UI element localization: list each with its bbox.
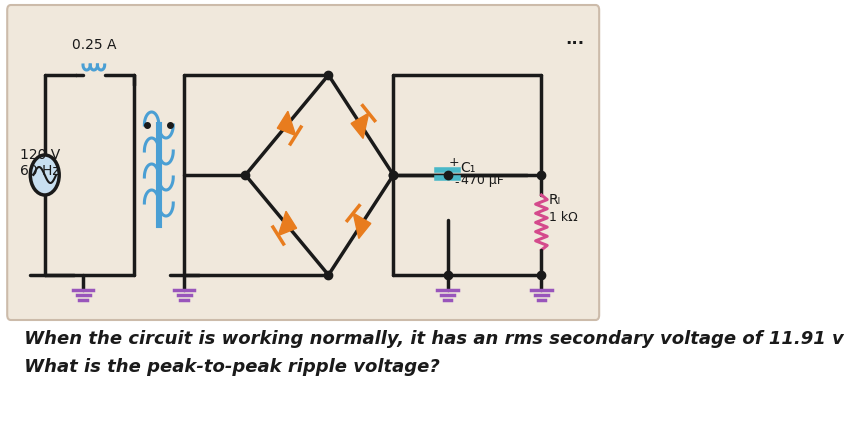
Text: Rₗ: Rₗ bbox=[548, 193, 560, 207]
Text: ...: ... bbox=[565, 30, 584, 48]
Text: 1 kΩ: 1 kΩ bbox=[548, 210, 576, 224]
Text: C₁: C₁ bbox=[460, 161, 475, 175]
Text: When the circuit is working normally, it has an rms secondary voltage of 11.91 v: When the circuit is working normally, it… bbox=[18, 330, 844, 348]
Text: +: + bbox=[448, 156, 458, 170]
Text: 0.25 A: 0.25 A bbox=[72, 38, 116, 52]
Polygon shape bbox=[277, 111, 295, 136]
Text: 120 V
60 Hz: 120 V 60 Hz bbox=[20, 148, 61, 178]
Text: -: - bbox=[454, 176, 458, 190]
Polygon shape bbox=[353, 213, 371, 238]
FancyBboxPatch shape bbox=[8, 5, 598, 320]
Text: What is the peak-to-peak ripple voltage?: What is the peak-to-peak ripple voltage? bbox=[18, 358, 440, 376]
Polygon shape bbox=[350, 113, 368, 139]
Text: 470 μF: 470 μF bbox=[460, 173, 503, 187]
Circle shape bbox=[30, 155, 59, 195]
Polygon shape bbox=[278, 211, 296, 235]
